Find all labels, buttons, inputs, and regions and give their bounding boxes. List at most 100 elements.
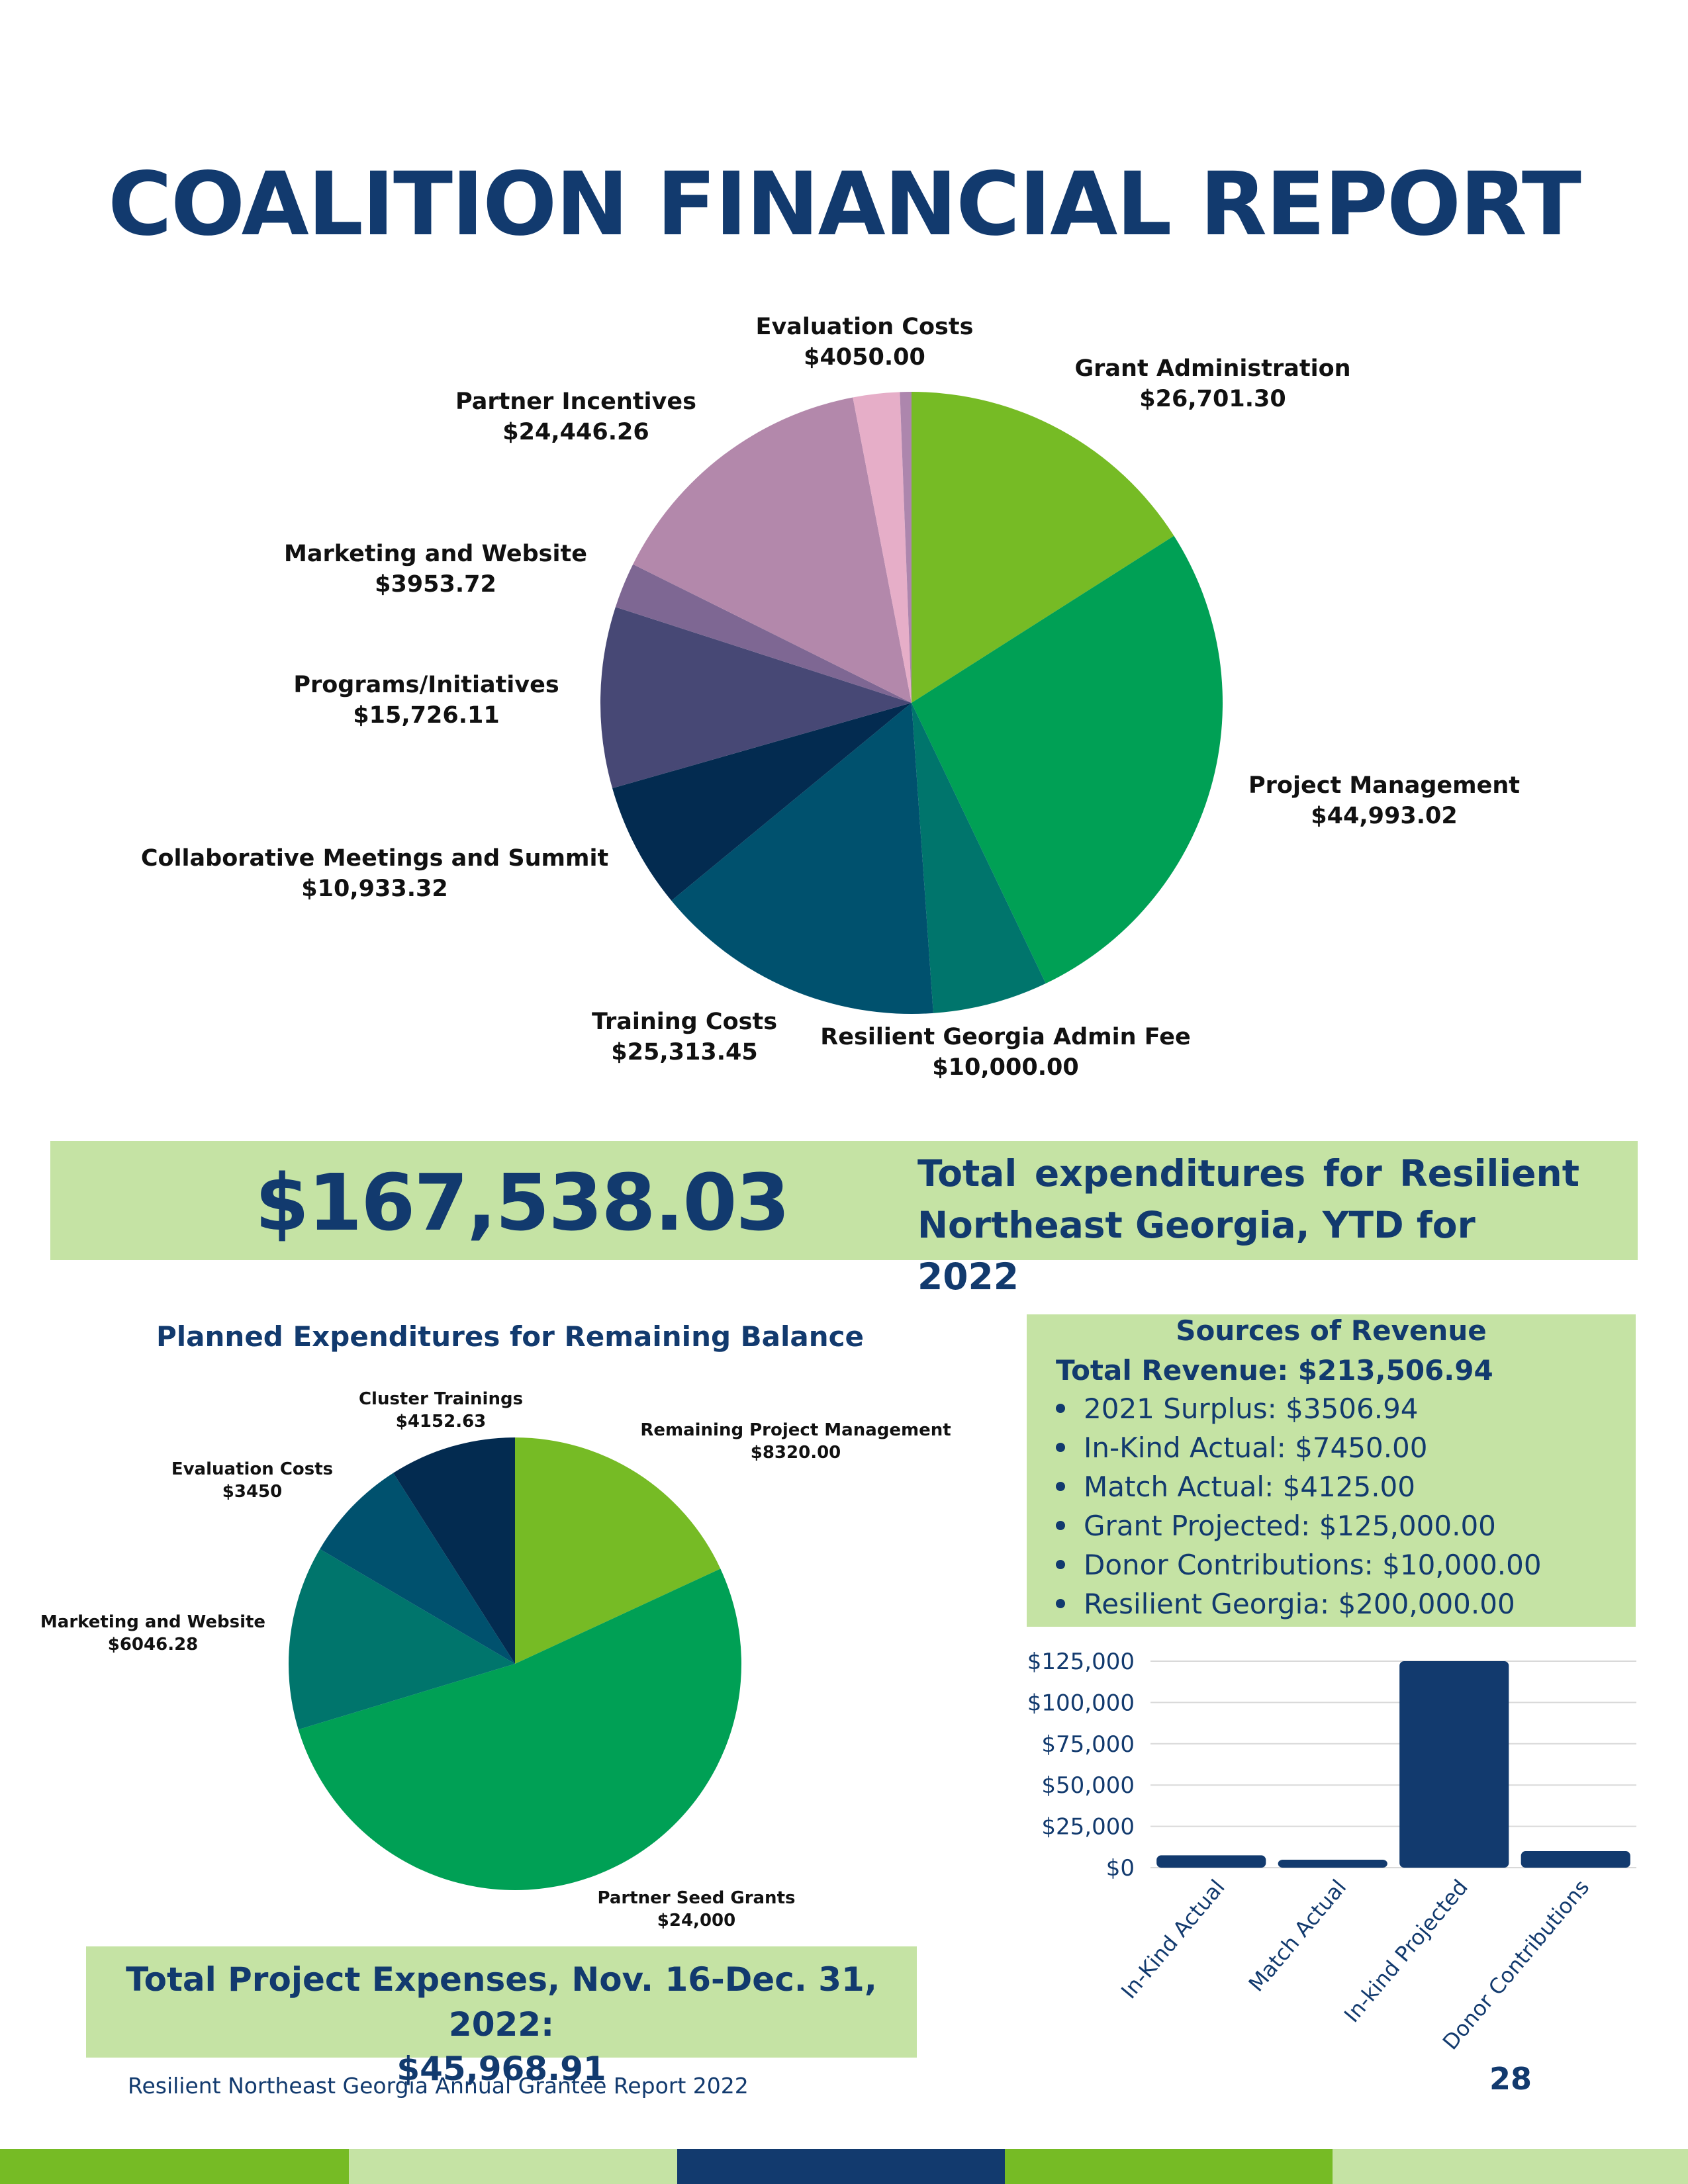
pie1-label-project-management: Project Management $44,993.02 [1248, 771, 1520, 831]
bullet-icon [1056, 1520, 1065, 1530]
page-number: 28 [1489, 2061, 1532, 2097]
y-tick-label: $25,000 [1041, 1814, 1135, 1841]
footer-strip-4 [1005, 2149, 1333, 2184]
pie1-label-value: $10,000.00 [932, 1054, 1079, 1081]
bar [1399, 1661, 1509, 1868]
footer-strip-2 [349, 2149, 677, 2184]
revenue-item: In-Kind Actual: $7450.00 [1056, 1432, 1542, 1471]
revenue-item: Match Actual: $4125.00 [1056, 1471, 1542, 1510]
footer-text: Resilient Northeast Georgia Annual Grant… [128, 2073, 749, 2099]
pie1-label-value: $24,446.26 [502, 418, 649, 445]
pie-slice-evaluation-costs [320, 1473, 515, 1664]
y-tick-label: $125,000 [1027, 1649, 1135, 1675]
pie2-label-value: $24,000 [657, 1910, 736, 1931]
caption-word: Resilient [1399, 1152, 1579, 1195]
planned-expenditures-pie-chart [289, 1437, 742, 1890]
bar [1156, 1855, 1266, 1868]
revenue-item-text: In-Kind Actual: $7450.00 [1084, 1432, 1428, 1464]
pie-slice-training-costs [671, 703, 933, 1014]
revenue-box [1027, 1314, 1636, 1627]
pie2-label-value: $6046.28 [107, 1634, 199, 1655]
caption-line-2: Northeast Georgia, YTD for 2022 [917, 1204, 1476, 1298]
footer-strip-5 [1333, 2149, 1688, 2184]
y-tick-label: $75,000 [1041, 1731, 1135, 1758]
pie1-label-grant-administration: Grant Administration $26,701.30 [1074, 354, 1350, 414]
revenue-item: Donor Contributions: $10,000.00 [1056, 1549, 1542, 1588]
revenue-item-text: Donor Contributions: $10,000.00 [1084, 1549, 1542, 1581]
pie-slice-marketing-and-website [615, 564, 912, 703]
pie2-label-name: Cluster Trainings [358, 1389, 524, 1409]
pie-slice-remaining-project-management [515, 1437, 721, 1664]
pie1-label-value: $3953.72 [375, 570, 496, 598]
pie2-label-marketing-website: Marketing and Website $6046.28 [40, 1612, 265, 1657]
pie-slice-collaborative-meetings-and-summit [612, 703, 912, 901]
revenue-item: 2021 Surplus: $3506.94 [1056, 1392, 1542, 1432]
pie1-label-name: Resilient Georgia Admin Fee [820, 1024, 1191, 1050]
project-expenses-amount: $45,968.91 [397, 2050, 606, 2088]
y-tick-label: $50,000 [1041, 1772, 1135, 1799]
bullet-icon [1056, 1403, 1065, 1413]
pie1-label-name: Training Costs [591, 1009, 778, 1035]
pie-slice-marketing-and-website [289, 1549, 515, 1730]
revenue-total: Total Revenue: $213,506.94 [1056, 1354, 1493, 1387]
pie1-label-partner-incentives: Partner Incentives $24,446.26 [455, 387, 696, 447]
pie1-label-value: $25,313.45 [611, 1038, 758, 1066]
pie1-label-value: $15,726.11 [353, 702, 500, 729]
pie1-label-name: Collaborative Meetings and Summit [140, 845, 609, 872]
pie1-label-value: $10,933.32 [301, 875, 448, 902]
pie2-label-name: Partner Seed Grants [597, 1888, 796, 1908]
bullet-icon [1056, 1598, 1065, 1608]
caption-word: Total [917, 1152, 1017, 1195]
pie2-label-seed-grants: Partner Seed Grants $24,000 [598, 1888, 796, 1933]
pie-slice-partner-incentives [633, 397, 912, 703]
pie1-label-name: Evaluation Costs [755, 314, 974, 340]
y-tick-label: $100,000 [1027, 1690, 1135, 1716]
pie1-label-name: Partner Incentives [455, 388, 696, 415]
pie1-label-name: Grant Administration [1074, 355, 1351, 382]
total-expenditures-caption: Total expenditures for Resilient Northea… [917, 1148, 1579, 1302]
x-tick-label: In-kind Projected [1339, 1875, 1473, 2027]
planned-expenditures-title: Planned Expenditures for Remaining Balan… [156, 1320, 865, 1353]
project-expenses-text: Total Project Expenses, Nov. 16-Dec. 31,… [86, 1958, 917, 2092]
total-expenditures-band [50, 1141, 1638, 1260]
pie2-label-remaining-pm: Remaining Project Management $8320.00 [640, 1420, 951, 1465]
revenue-title: Sources of Revenue [1176, 1314, 1487, 1347]
caption-word: for [1323, 1152, 1382, 1195]
bar [1278, 1860, 1387, 1868]
bullet-icon [1056, 1481, 1065, 1491]
pie1-label-name: Marketing and Website [284, 541, 587, 567]
bar [1521, 1851, 1630, 1868]
pie-slice-resilient-georgia-admin-fee [912, 703, 1046, 1013]
pie2-label-name: Marketing and Website [40, 1612, 266, 1632]
pie2-label-cluster-trainings: Cluster Trainings $4152.63 [359, 1388, 523, 1433]
revenue-item-text: 2021 Surplus: $3506.94 [1084, 1392, 1419, 1425]
pie1-label-name: Programs/Initiatives [293, 672, 559, 698]
pie2-label-name: Evaluation Costs [171, 1459, 334, 1479]
pie-slice-partner-seed-grants [298, 1569, 742, 1890]
pie-slice-project-management [912, 535, 1223, 984]
pie-slice-grant-administration [912, 392, 1174, 703]
x-tick-label: In-Kind Actual [1116, 1875, 1230, 2004]
revenue-bar-chart: $0 $25,000 $50,000 $75,000 $100,000 $125,000 I… [1027, 1649, 1636, 2054]
pie-slice-evaluation-costs [853, 392, 912, 703]
revenue-item-text: Grant Projected: $125,000.00 [1084, 1510, 1496, 1542]
pie1-label-marketing-website: Marketing and Website $3953.72 [284, 539, 587, 600]
project-expenses-box [86, 1946, 917, 2058]
pie2-label-name: Remaining Project Management [640, 1420, 951, 1440]
total-expenditures-amount: $167,538.03 [255, 1157, 790, 1248]
pie1-label-evaluation-costs: Evaluation Costs $4050.00 [756, 312, 974, 373]
revenue-list: 2021 Surplus: $3506.94 In-Kind Actual: $… [1056, 1392, 1542, 1627]
pie2-label-evaluation-costs: Evaluation Costs $3450 [171, 1459, 333, 1504]
pie1-label-collaborative-meetings: Collaborative Meetings and Summit $10,933… [141, 844, 608, 904]
pie1-label-value: $4050.00 [804, 343, 925, 371]
x-tick-label: Match Actual [1244, 1875, 1352, 1997]
revenue-item-text: Match Actual: $4125.00 [1084, 1471, 1415, 1503]
revenue-item-text: Resilient Georgia: $200,000.00 [1084, 1588, 1515, 1620]
bullet-icon [1056, 1442, 1065, 1452]
project-expenses-line1: Total Project Expenses, Nov. 16-Dec. 31,… [126, 1960, 877, 2044]
footer-strip-1 [0, 2149, 349, 2184]
pie2-label-value: $4152.63 [395, 1411, 487, 1432]
pie1-label-training-costs: Training Costs $25,313.45 [592, 1007, 777, 1068]
caption-word: expenditures [1034, 1152, 1306, 1195]
pie2-label-value: $3450 [222, 1481, 283, 1502]
